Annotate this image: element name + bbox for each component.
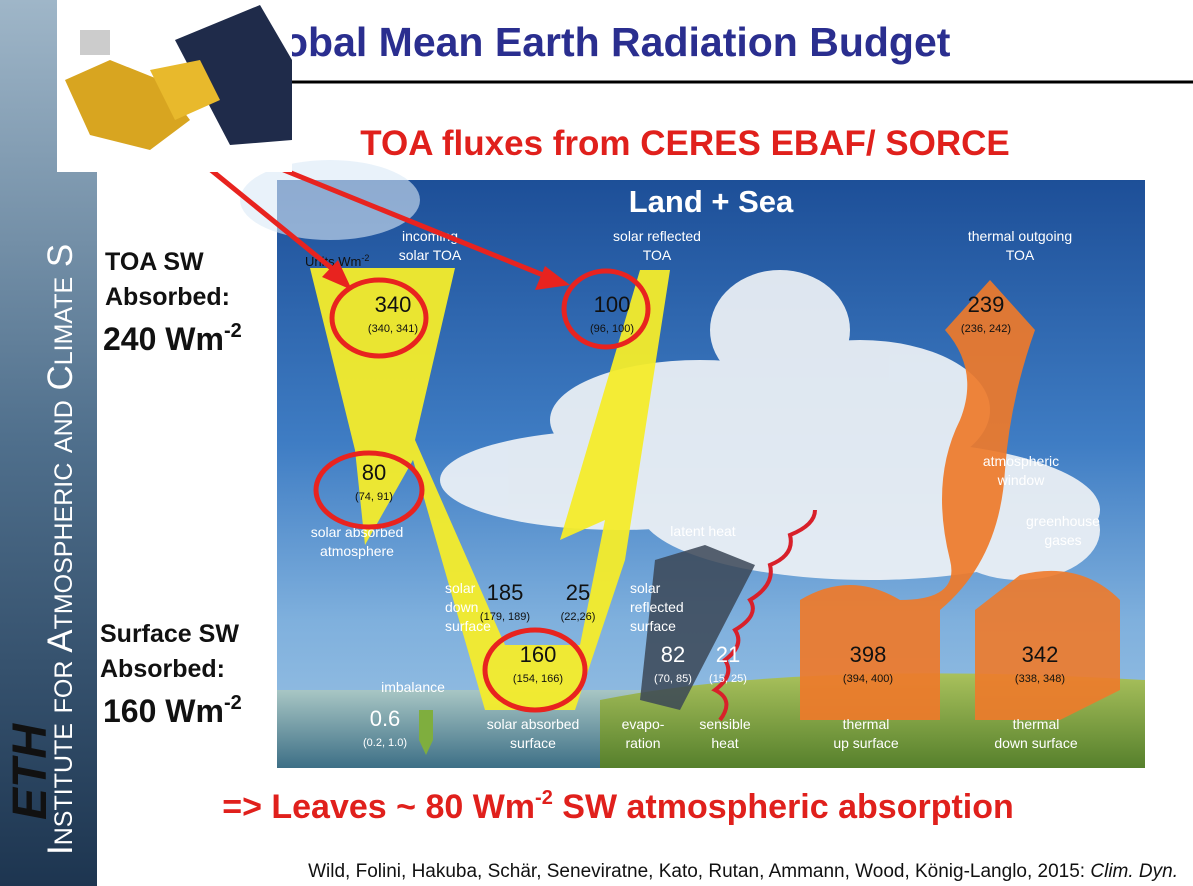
flux-caption: thermal outgoing (968, 228, 1072, 244)
flux-caption: reflected (630, 599, 684, 615)
flux-range: (22,26) (561, 611, 596, 623)
left-value-sup: -2 (224, 320, 242, 342)
flux-value: 21 (716, 642, 740, 667)
longwave-up-arrow (800, 280, 1035, 720)
flux-value: 80 (362, 460, 386, 485)
left-value: 160 Wm-2 (103, 692, 242, 729)
flux-range: (70, 85) (654, 673, 692, 685)
diagram-label: atmospheric (983, 453, 1059, 469)
shortwave-arrows (310, 268, 670, 710)
flux-caption: TOA (643, 247, 672, 263)
flux-caption: heat (711, 735, 738, 751)
flux-range: (154, 166) (513, 673, 563, 685)
imbalance-arrow (419, 710, 433, 755)
flux-range: (179, 189) (480, 611, 530, 623)
flux-caption: solar absorbed (487, 716, 580, 732)
diagram (240, 160, 1145, 768)
flux-caption: solar TOA (399, 247, 462, 263)
latent-heat-arrow (640, 545, 755, 710)
flux-value: 398 (850, 642, 887, 667)
flux-caption: down (445, 599, 478, 615)
left-value-sup: -2 (224, 692, 242, 714)
flux-value: 160 (520, 642, 557, 667)
left-value-text: 240 Wm (103, 321, 224, 357)
flux-value: 82 (661, 642, 685, 667)
left-value: 240 Wm-2 (103, 320, 242, 357)
left-label: Absorbed: (105, 283, 230, 311)
diagram-label: window (997, 472, 1046, 488)
flux-caption: TOA (1006, 247, 1035, 263)
flux-range: (0.2, 1.0) (363, 737, 407, 749)
flux-caption: imbalance (381, 679, 445, 695)
diagram-label: latent heat (670, 523, 735, 539)
flux-caption: surface (630, 618, 676, 634)
arrow-heads (322, 260, 570, 290)
longwave-down-arrow (975, 570, 1120, 720)
left-label: Surface SW (100, 620, 239, 648)
flux-caption: up surface (833, 735, 899, 751)
flux-caption: surface (510, 735, 556, 751)
citation: Wild, Folini, Hakuba, Schär, Seneviratne… (308, 861, 1178, 882)
flux-caption: incoming (402, 228, 458, 244)
diagram-title: Land + Sea (629, 184, 794, 219)
flux-caption: thermal (1013, 716, 1060, 732)
satellite (57, 0, 292, 172)
diagram-label: greenhouse (1026, 513, 1100, 529)
flux-value: 185 (487, 580, 524, 605)
flux-caption: solar (630, 580, 661, 596)
flux-caption: solar reflected (613, 228, 701, 244)
flux-range: (394, 400) (843, 673, 893, 685)
left-value-text: 160 Wm (103, 693, 224, 729)
sensible-heat-arrow (711, 509, 817, 722)
flux-caption: surface (445, 618, 491, 634)
sun-glow (240, 160, 420, 240)
flux-caption: down surface (994, 735, 1077, 751)
flux-range: (338, 348) (1015, 673, 1065, 685)
flux-caption: thermal (843, 716, 890, 732)
subtitle: TOA fluxes from CERES EBAF/ SORCE (360, 124, 1010, 163)
flux-value: 342 (1022, 642, 1059, 667)
flux-range: (236, 242) (961, 323, 1011, 335)
diagram-label: gases (1044, 532, 1081, 548)
title: obal Mean Earth Radiation Budget (283, 19, 951, 65)
highlights (193, 142, 651, 713)
institute: Institute for Atmospheric and Climate S (41, 244, 80, 855)
flux-layer: 340 (340, 341) incoming solar TOA 100 (96, 10… (311, 228, 1101, 751)
flux-range: (340, 341) (368, 323, 418, 335)
flux-value: 25 (566, 580, 590, 605)
logo: ETH (4, 723, 57, 820)
flux-range: (74, 91) (355, 491, 393, 503)
flux-range: (15, 25) (709, 673, 747, 685)
flux-caption: solar (445, 580, 476, 596)
flux-value: 340 (375, 292, 412, 317)
flux-value: 239 (968, 292, 1005, 317)
flux-caption: sensible (699, 716, 751, 732)
left-label: Absorbed: (100, 655, 225, 683)
flux-caption: evapo- (622, 716, 665, 732)
conclusion: => Leaves ~ 80 Wm-2 SW atmospheric absor… (222, 787, 1014, 826)
flux-caption: atmosphere (320, 543, 394, 559)
flux-caption: ration (625, 735, 660, 751)
flux-range: (96, 100) (590, 323, 634, 335)
flux-value: 0.6 (370, 706, 401, 731)
flux-value: 100 (594, 292, 631, 317)
left-label: TOA SW (105, 248, 204, 276)
